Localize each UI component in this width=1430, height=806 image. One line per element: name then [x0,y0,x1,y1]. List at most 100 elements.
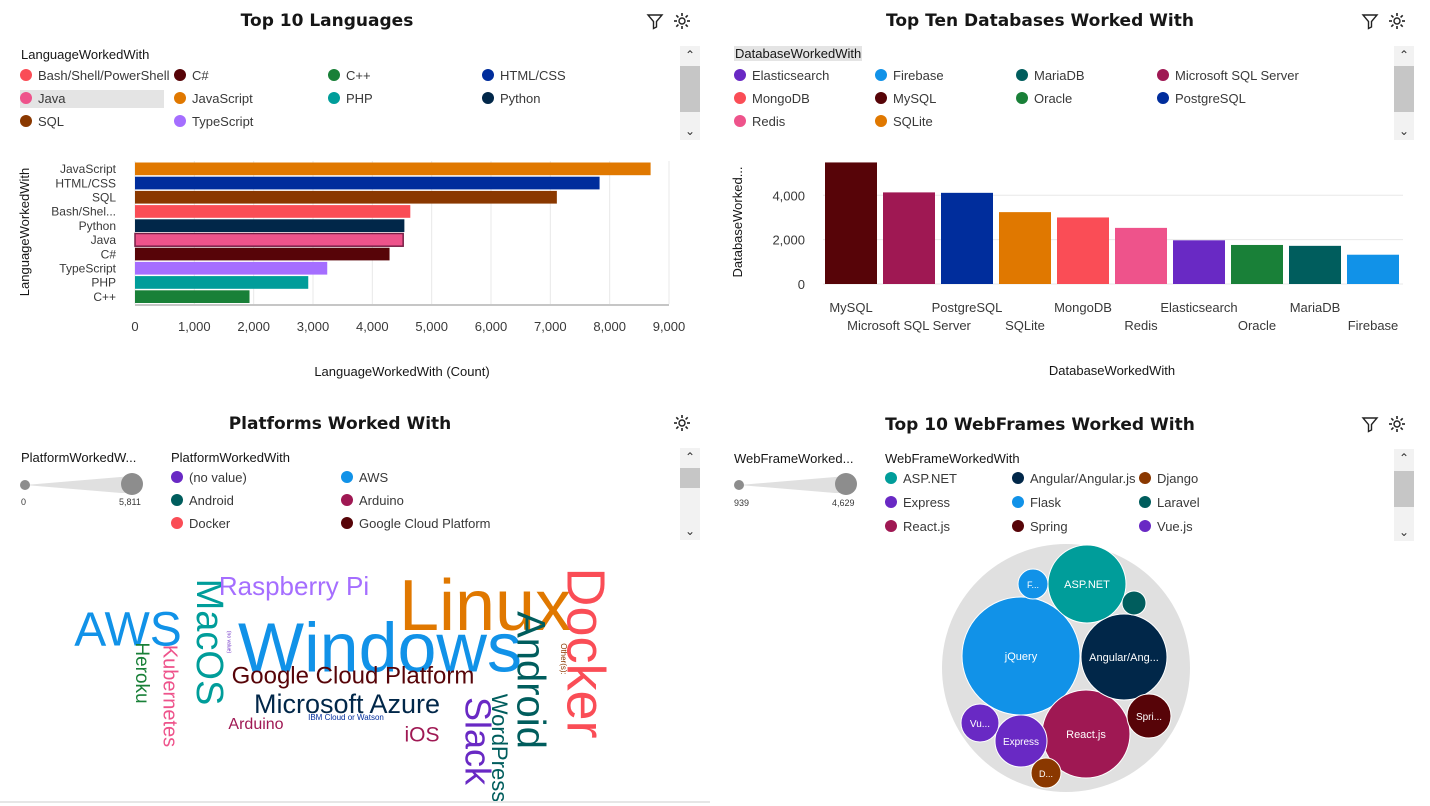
scroll-up-icon[interactable]: ⌃ [684,48,696,62]
scroll-up-icon[interactable]: ⌃ [1398,48,1410,62]
settings-icon[interactable] [672,413,692,433]
bar[interactable] [1347,254,1399,284]
bar[interactable] [1057,217,1109,284]
legend-item[interactable]: MySQL [875,90,936,108]
word-cloud-word[interactable]: iOS [404,724,439,747]
legend-scrollbar[interactable]: ⌃ ⌄ [680,46,700,140]
legend-item[interactable]: SQL [20,113,64,131]
scroll-up-icon[interactable]: ⌃ [684,450,696,464]
legend-item[interactable]: JavaScript [174,90,253,108]
legend-item[interactable]: Angular/Angular.js [1012,470,1136,488]
legend-scrollbar[interactable]: ⌃ ⌄ [1394,46,1414,140]
legend-item[interactable]: Android [171,492,234,510]
settings-icon[interactable] [672,11,692,31]
word-cloud-word[interactable]: Windows [238,608,522,686]
legend-item[interactable]: Bash/Shell/PowerShell [20,67,170,85]
word-cloud-word[interactable]: Android [508,611,552,749]
legend-item[interactable]: Docker [171,515,230,533]
value-range-slider[interactable] [18,473,148,495]
bar[interactable] [135,176,600,190]
legend-item[interactable]: Oracle [1016,90,1072,108]
bar[interactable] [135,290,250,303]
word-cloud-word[interactable]: WordPress [487,694,512,802]
filter-icon[interactable] [1360,414,1380,434]
legend-item[interactable]: SQLite [875,113,933,131]
legend-item[interactable]: PHP [328,90,373,108]
bar[interactable] [135,162,651,176]
legend-item[interactable]: HTML/CSS [482,67,566,85]
slider-max-handle[interactable] [121,473,143,495]
legend-item[interactable]: C# [174,67,209,85]
filter-icon[interactable] [1360,11,1380,31]
bar[interactable] [135,247,390,261]
word-cloud-word[interactable]: Heroku [131,642,152,703]
bar[interactable] [1173,240,1225,284]
bubble[interactable] [1080,613,1168,701]
legend-scrollbar[interactable]: ⌃ ⌄ [1394,449,1414,541]
legend-item[interactable]: Google Cloud Platform [341,515,491,533]
legend-item[interactable]: Firebase [875,67,944,85]
bar[interactable] [135,276,309,289]
legend-item[interactable]: Elasticsearch [734,67,829,85]
bubble[interactable] [1030,757,1062,789]
word-cloud-word[interactable]: Other(s): [559,643,568,675]
word-cloud-word[interactable]: MacOS [188,579,230,706]
word-cloud-word[interactable]: Docker [556,567,616,738]
bar[interactable] [825,162,877,284]
word-cloud-word[interactable]: IBM Cloud or Watson [308,713,384,722]
legend-item[interactable]: Python [482,90,540,108]
word-cloud-word[interactable]: Raspberry Pi [219,571,369,601]
legend-item[interactable]: C++ [328,67,371,85]
bar[interactable] [941,192,993,284]
slider-min-handle[interactable] [734,480,744,490]
bubble[interactable] [960,703,1000,743]
legend-item[interactable]: Laravel [1139,494,1200,512]
legend-item[interactable]: Java [20,90,164,108]
legend-item[interactable]: Express [885,494,950,512]
legend-item[interactable]: Django [1139,470,1198,488]
settings-icon[interactable] [1387,414,1407,434]
settings-icon[interactable] [1387,11,1407,31]
legend-item[interactable]: (no value) [171,469,247,487]
scroll-down-icon[interactable]: ⌄ [684,124,696,138]
legend-item[interactable]: Spring [1012,518,1068,536]
word-cloud-word[interactable]: Linux [399,566,571,646]
bar[interactable] [135,205,411,218]
legend-scrollbar[interactable]: ⌃ ⌄ [680,448,700,540]
legend-item[interactable]: Vue.js [1139,518,1193,536]
legend-item[interactable]: MariaDB [1016,67,1085,85]
scroll-down-icon[interactable]: ⌄ [684,524,696,538]
value-range-slider[interactable] [732,473,862,495]
word-cloud-word[interactable]: (no value) [226,631,232,654]
scroll-down-icon[interactable]: ⌄ [1398,525,1410,539]
word-cloud-word[interactable]: Google Cloud Platform [232,662,475,689]
legend-item[interactable]: PostgreSQL [1157,90,1246,108]
bar[interactable] [135,190,557,204]
bar[interactable] [1231,244,1283,284]
bubble[interactable] [1017,568,1049,600]
bar[interactable] [1289,245,1341,284]
legend-item[interactable]: AWS [341,469,388,487]
word-cloud-word[interactable]: AWS [74,604,182,657]
bar[interactable] [1115,227,1167,284]
word-cloud-word[interactable]: Kubernetes [159,645,181,747]
bubble[interactable] [994,714,1048,768]
legend-item[interactable]: Microsoft SQL Server [1157,67,1299,85]
word-cloud-word[interactable]: Microsoft Azure [254,689,440,719]
bar[interactable] [134,232,404,247]
bubble[interactable] [1126,693,1172,739]
slider-min-handle[interactable] [20,480,30,490]
filter-icon[interactable] [645,11,665,31]
scroll-up-icon[interactable]: ⌃ [1398,451,1410,465]
legend-item[interactable]: ASP.NET [885,470,957,488]
bar[interactable] [135,219,405,232]
bubble[interactable] [1121,590,1147,616]
slider-max-handle[interactable] [835,473,857,495]
bar[interactable] [999,212,1051,284]
bar[interactable] [883,192,935,284]
bar[interactable] [135,261,328,275]
word-cloud-word[interactable]: Slack [457,697,498,786]
legend-item[interactable]: Arduino [341,492,404,510]
legend-item[interactable]: TypeScript [174,113,253,131]
legend-item[interactable]: Redis [734,113,785,131]
